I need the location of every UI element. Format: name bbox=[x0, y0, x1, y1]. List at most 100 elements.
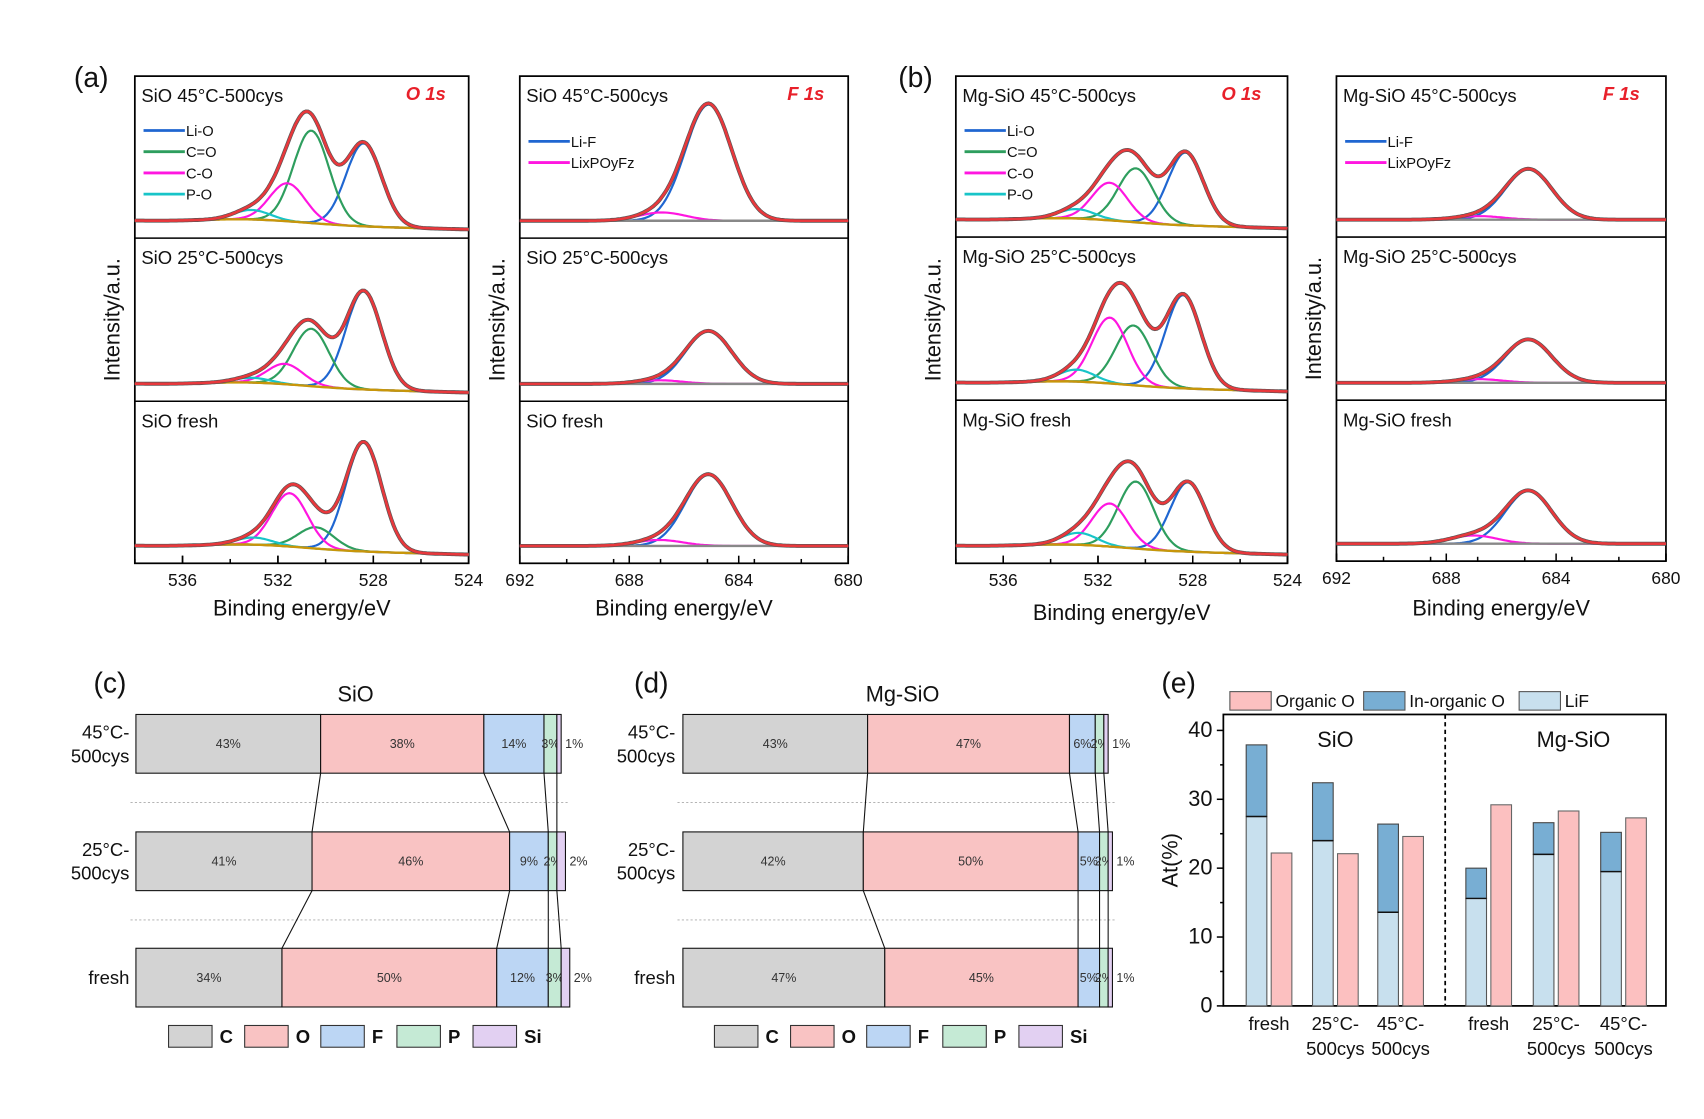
x-axis-label: Binding energy/eV bbox=[213, 596, 391, 621]
legend-label: P-O bbox=[1007, 188, 1033, 204]
y-tick-label: 30 bbox=[1188, 786, 1212, 811]
bar-organic-o bbox=[1270, 852, 1293, 1007]
segment-value-label: 12% bbox=[510, 971, 535, 985]
envelope-fit-line bbox=[134, 110, 469, 231]
legend-label: Si bbox=[1070, 1026, 1087, 1047]
bar-group: 45°C- 500cys bbox=[1371, 823, 1430, 1059]
legend-swatch bbox=[1518, 691, 1562, 711]
connector-line bbox=[543, 773, 549, 832]
category-label: 25°C- bbox=[628, 839, 675, 860]
segment-F bbox=[509, 831, 549, 892]
component-li-f bbox=[519, 473, 849, 547]
legend-label: C bbox=[766, 1026, 779, 1047]
subplot-3: SiO fresh bbox=[519, 410, 849, 548]
legend-label: Li-O bbox=[1007, 124, 1035, 140]
x-axis-label: Binding energy/eV bbox=[1412, 596, 1590, 621]
subplot-3: SiO fresh bbox=[134, 410, 469, 557]
x-tick-label: 532 bbox=[1083, 570, 1112, 590]
component-li-o bbox=[134, 290, 469, 394]
segment-C bbox=[682, 831, 864, 892]
x-axis-label: Binding energy/eV bbox=[1033, 600, 1211, 625]
connector-line bbox=[483, 772, 511, 833]
connector-line bbox=[311, 773, 322, 832]
bar-organic-o bbox=[1490, 804, 1513, 1007]
x-tick-label: 45°C- bbox=[1600, 1013, 1647, 1034]
x-tick-label: 532 bbox=[263, 570, 292, 590]
segment-value-label: 41% bbox=[211, 855, 236, 869]
legend-label: P bbox=[994, 1026, 1006, 1047]
segment-O bbox=[862, 831, 1079, 892]
segment-value-label: 1% bbox=[565, 737, 583, 751]
spectrum-title: F 1s bbox=[787, 83, 824, 104]
connector-line bbox=[496, 890, 511, 949]
legend-label: C-O bbox=[186, 166, 213, 182]
legend-label: P bbox=[448, 1026, 460, 1047]
x-tick-label: 684 bbox=[1542, 568, 1571, 588]
segment-value-label: 46% bbox=[398, 855, 423, 869]
chart-title: Mg-SiO bbox=[866, 681, 940, 706]
segment-value-label: 14% bbox=[501, 737, 526, 751]
connector-line bbox=[1103, 773, 1109, 832]
subplot-label: SiO 25°C-500cys bbox=[141, 247, 283, 268]
legend-swatch bbox=[1229, 691, 1272, 711]
connector-line bbox=[556, 890, 562, 949]
bar-inorganic-o bbox=[1465, 867, 1488, 900]
legend-swatch bbox=[244, 1024, 289, 1048]
xps-panel-b_O1s: 536 532 528 524 Binding energy/eV Intensity/a… bbox=[921, 75, 1302, 625]
bar-lif bbox=[1600, 871, 1622, 1007]
legend-swatch bbox=[472, 1024, 518, 1048]
panel-label-e: (e) bbox=[1161, 667, 1196, 699]
component-li-f bbox=[519, 330, 849, 385]
connector-line bbox=[862, 890, 886, 949]
legend-label: LiF bbox=[1565, 691, 1589, 711]
segment-value-label: 42% bbox=[761, 855, 786, 869]
x-tick-label: 688 bbox=[615, 570, 644, 590]
subplot-label: SiO 45°C-500cys bbox=[526, 85, 668, 106]
component-c-o bbox=[134, 362, 469, 394]
segment-C bbox=[135, 947, 283, 1008]
spectrum-title: O 1s bbox=[406, 83, 446, 104]
subplot-2: Mg-SiO 25°C-500cys bbox=[1336, 246, 1666, 385]
legend-label: LixPOyFz bbox=[1388, 156, 1452, 172]
raw-data-line bbox=[1336, 337, 1666, 385]
segment-value-label: 43% bbox=[763, 737, 788, 751]
envelope-fit-line bbox=[955, 148, 1288, 230]
subplot-2: Mg-SiO 25°C-500cys bbox=[955, 246, 1288, 394]
bar-inorganic-o bbox=[1245, 744, 1268, 818]
bar-group: 25°C- 500cys bbox=[1527, 810, 1585, 1059]
bar-group: 25°C- 500cys bbox=[1306, 782, 1365, 1059]
legend-swatch bbox=[1363, 691, 1406, 711]
x-tick-label: 692 bbox=[1322, 568, 1351, 588]
bar-organic-o bbox=[1557, 810, 1580, 1007]
subplot-1: SiO 45°C-500cys Li-O C=O C-O P-O bbox=[134, 85, 469, 232]
category-label: 500cys bbox=[71, 745, 130, 766]
category-label: 45°C- bbox=[628, 721, 675, 742]
subplot-label: Mg-SiO 45°C-500cys bbox=[1343, 85, 1517, 106]
x-tick-label: 500cys bbox=[1306, 1038, 1365, 1059]
subplot-1: Mg-SiO 45°C-500cys Li-F LixPOyFz bbox=[1336, 85, 1666, 222]
subplot-2: SiO 25°C-500cys bbox=[134, 247, 469, 395]
component-li-f bbox=[1336, 489, 1666, 545]
x-tick-label: 25°C- bbox=[1312, 1013, 1359, 1034]
envelope-fit-line bbox=[134, 289, 469, 394]
legend-label: O bbox=[296, 1026, 310, 1047]
subplot-label: Mg-SiO 45°C-500cys bbox=[962, 85, 1136, 106]
spectrum-title: O 1s bbox=[1221, 83, 1261, 104]
segment-value-label: 50% bbox=[377, 971, 402, 985]
legend-swatch bbox=[866, 1024, 911, 1048]
segment-Si bbox=[1103, 713, 1109, 774]
panel-label-d: (d) bbox=[634, 667, 669, 699]
legend-label: P-O bbox=[186, 188, 212, 204]
xps-panel-a_F1s: 692 688 684 680 Binding energy/eV Intensity/a… bbox=[485, 75, 863, 621]
legend-label: C-O bbox=[1007, 166, 1034, 182]
envelope-fit-line bbox=[955, 459, 1288, 556]
atomic-percent-panel: 0 10 20 30 40 At(%) SiO Mg-SiO Organic O In-organ… bbox=[1158, 691, 1667, 1059]
bar-group: 45°C- 500cys bbox=[1594, 817, 1653, 1059]
legend-label: Si bbox=[524, 1026, 541, 1047]
bar-inorganic-o bbox=[1600, 831, 1622, 873]
legend-label: Li-F bbox=[1388, 135, 1413, 151]
x-tick-label: 692 bbox=[505, 570, 534, 590]
connector-line bbox=[1094, 773, 1101, 832]
